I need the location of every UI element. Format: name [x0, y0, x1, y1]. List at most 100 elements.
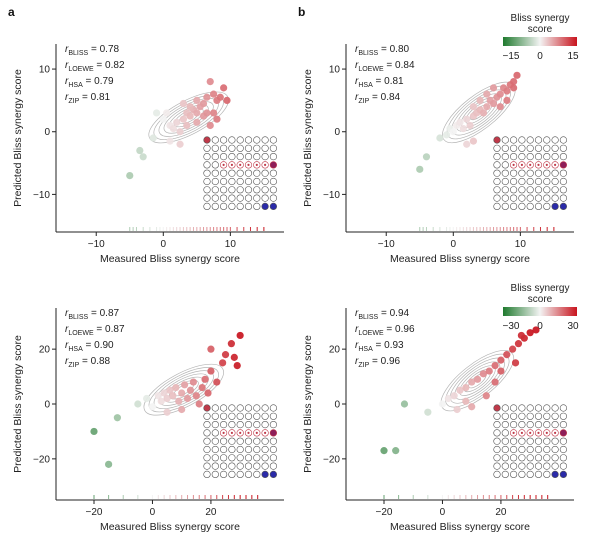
scatter-point: [159, 115, 167, 123]
inset-cell: [559, 429, 568, 437]
inset-dot: [247, 431, 250, 434]
scatter-point: [503, 87, 511, 95]
y-tick-label: 0: [44, 127, 50, 138]
scatter-point: [183, 394, 192, 403]
inset-cell: [551, 445, 559, 454]
inset-cell: [551, 404, 559, 412]
inset-cell: [559, 421, 568, 429]
inset-cell: [526, 470, 534, 479]
inset-cell: [501, 429, 509, 437]
inset-cell: [253, 144, 261, 152]
inset-dot: [545, 163, 548, 166]
inset-cell: [509, 144, 518, 152]
inset-cell: [559, 153, 568, 161]
inset-cell: [211, 437, 219, 445]
scatter-point: [462, 397, 470, 405]
inset-cell: [509, 404, 518, 412]
inset-cell: [526, 136, 534, 144]
inset-cell: [244, 437, 253, 445]
inset-cell: [526, 445, 534, 454]
inset-cell: [203, 144, 211, 152]
inset-cell: [551, 421, 559, 429]
scatter-point: [154, 392, 162, 400]
inset-cell: [211, 202, 219, 210]
scatter-point: [189, 378, 197, 386]
inset-dot: [239, 163, 242, 166]
inset-cell: [559, 186, 568, 194]
inset-cell: [211, 136, 219, 144]
inset-cell: [526, 144, 534, 152]
scatter-point: [449, 128, 457, 136]
inset-cell: [236, 194, 244, 202]
scatter-point: [90, 427, 98, 436]
scatter-point: [198, 383, 206, 392]
scatter-point: [181, 381, 189, 389]
inset-cell: [509, 421, 518, 429]
scatter-point: [526, 329, 534, 337]
inset-cell: [534, 169, 543, 177]
scatter-point: [497, 356, 505, 364]
x-tick-label: 10: [515, 239, 527, 250]
x-tick-label: 0: [440, 507, 446, 518]
inset-dot: [230, 163, 233, 166]
inset-cell: [518, 462, 526, 470]
inset-cell: [269, 445, 278, 454]
inset-cell: [261, 194, 269, 202]
inset-cell: [559, 470, 568, 479]
inset-cell: [559, 454, 568, 462]
inset-cell: [493, 136, 501, 144]
inset-cell: [501, 462, 509, 470]
colorbar-tick-label: −30: [503, 321, 520, 332]
inset-dot: [230, 431, 233, 434]
inset-cell: [551, 186, 559, 194]
inset-cell: [244, 454, 253, 462]
scatter-point: [157, 397, 165, 405]
inset-dot: [255, 431, 258, 434]
scatter-point: [175, 397, 183, 405]
inset-cell: [220, 186, 228, 194]
scatter-point: [192, 392, 200, 400]
scatter-point: [201, 375, 209, 383]
scatter-point: [483, 90, 491, 98]
inset-cell: [543, 144, 551, 152]
scatter-point: [510, 84, 518, 92]
inset-cell: [493, 421, 501, 429]
inset-cell: [253, 153, 261, 161]
inset-cell: [501, 161, 509, 169]
x-tick-label: −10: [88, 239, 105, 250]
inset-cell: [253, 445, 261, 454]
scatter-point: [473, 375, 482, 383]
inset-dot: [554, 163, 557, 166]
inset-cell: [236, 136, 244, 144]
scatter-point: [195, 400, 203, 408]
density-contour: [163, 101, 214, 134]
inset-cell: [220, 404, 228, 412]
scatter-point: [113, 414, 121, 422]
inset-cell: [493, 412, 501, 420]
scatter-point: [416, 165, 424, 173]
inset-cell: [493, 169, 501, 177]
inset-dot: [537, 163, 540, 166]
correlation-annotation: rBLISS = 0.94: [355, 308, 410, 321]
y-tick-label: 10: [39, 65, 51, 76]
inset-cell: [509, 202, 518, 210]
scatter-point: [438, 400, 447, 408]
scatter-point: [482, 392, 490, 400]
inset-cell: [203, 412, 211, 420]
inset-cell: [518, 445, 526, 454]
scatter-point: [203, 109, 211, 117]
scatter-point: [204, 389, 212, 397]
scatter-point: [207, 367, 215, 375]
correlation-annotation: rZIP = 0.84: [355, 92, 401, 105]
correlation-annotation: rHSA = 0.90: [65, 340, 114, 353]
inset-cell: [244, 421, 253, 429]
inset-dot: [554, 431, 557, 434]
inset-cell: [261, 136, 269, 144]
inset-cell: [509, 177, 518, 186]
inset-cell: [518, 186, 526, 194]
scatter-point: [148, 403, 157, 411]
scatter-point: [459, 125, 467, 133]
inset-cell: [501, 454, 509, 462]
correlation-annotation: rLOEWE = 0.87: [65, 324, 125, 337]
scatter-point: [207, 345, 215, 353]
